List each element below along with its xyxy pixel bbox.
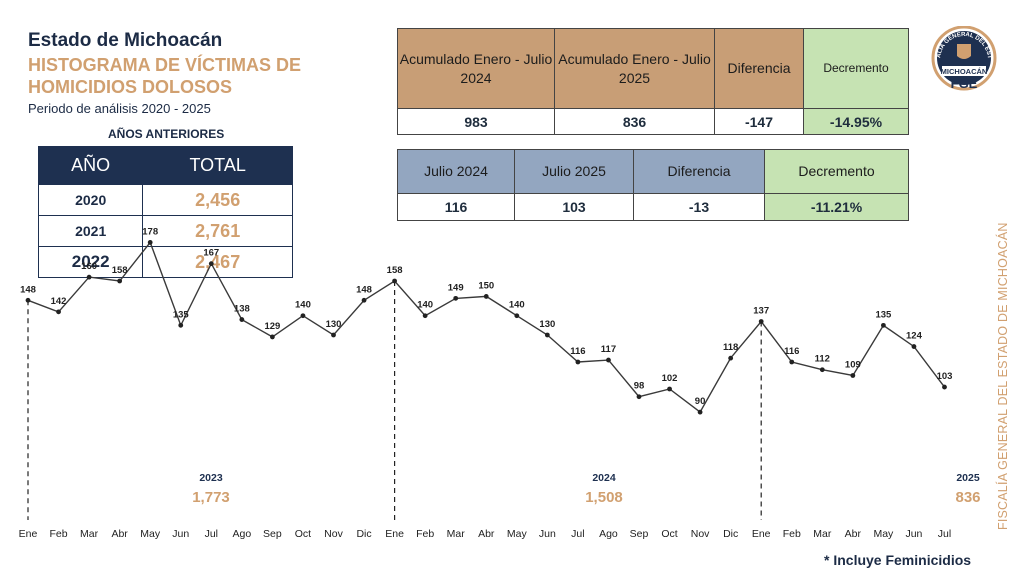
acc-2025-header: Acumulado Enero - Julio 2025 [554, 28, 715, 109]
year-cell: 2020 [37, 184, 144, 216]
july-table: Julio 2024 Julio 2025 Diferencia Decreme… [397, 149, 909, 221]
july-difference-value: -13 [633, 193, 765, 221]
acc-2024-value: 983 [397, 108, 555, 135]
table-header-row: Julio 2024 Julio 2025 Diferencia Decreme… [397, 149, 909, 194]
previous-years-label: AÑOS ANTERIORES [108, 127, 225, 141]
table-header-row: Acumulado Enero - Julio 2024 Acumulado E… [397, 28, 909, 109]
total-cell: 2,456 [142, 184, 293, 216]
year-cell: 2021 [37, 215, 144, 247]
title-block: Estado de Michoacán HISTOGRAMA DE VÍCTIM… [28, 30, 318, 116]
july-2025-header: Julio 2025 [514, 149, 634, 194]
year-cell: 2022 [37, 246, 144, 278]
year-column-header: AÑO [37, 146, 144, 185]
total-cell: 2,467 [142, 246, 293, 278]
acc-decrease-value: -14.95% [803, 108, 909, 135]
july-2024-value: 116 [397, 193, 515, 221]
previous-years-table: AÑO TOTAL 2020 2,456 2021 2,761 2022 2,4… [37, 146, 293, 278]
total-cell: 2,761 [142, 215, 293, 247]
seal-state-text: MICHOACÁN [941, 67, 988, 76]
july-decrease-header: Decremento [764, 149, 909, 194]
july-decrease-value: -11.21% [764, 193, 909, 221]
chart-title: HISTOGRAMA DE VÍCTIMAS DE HOMICIDIOS DOL… [28, 55, 302, 97]
vertical-side-text: FISCALÍA GENERAL DEL ESTADO DE MICHOACÁN [996, 222, 1010, 530]
acc-decrease-header: Decremento [803, 28, 909, 109]
acc-difference-header: Diferencia [714, 28, 804, 109]
table-row: 2021 2,761 [37, 215, 293, 247]
footnote: * Incluye Feminicidios [824, 552, 972, 568]
fge-seal-logo: FISCALÍA GENERAL DEL ESTADO MICHOACÁN FG… [928, 26, 997, 91]
state-title: Estado de Michoacán [28, 30, 223, 51]
table-row: 116 103 -13 -11.21% [397, 193, 909, 221]
acc-2024-header: Acumulado Enero - Julio 2024 [397, 28, 555, 109]
july-2024-header: Julio 2024 [397, 149, 515, 194]
table-header-row: AÑO TOTAL [37, 146, 293, 185]
accumulated-table: Acumulado Enero - Julio 2024 Acumulado E… [397, 28, 909, 135]
acc-2025-value: 836 [554, 108, 715, 135]
table-row: 2020 2,456 [37, 184, 293, 216]
july-difference-header: Diferencia [633, 149, 765, 194]
july-2025-value: 103 [514, 193, 634, 221]
table-row: 983 836 -147 -14.95% [397, 108, 909, 135]
acc-difference-value: -147 [714, 108, 804, 135]
total-column-header: TOTAL [142, 146, 293, 185]
period-subtitle: Periodo de análisis 2020 - 2025 [28, 101, 211, 116]
seal-acronym-text: FGE [951, 76, 978, 91]
table-row: 2022 2,467 [37, 246, 293, 278]
